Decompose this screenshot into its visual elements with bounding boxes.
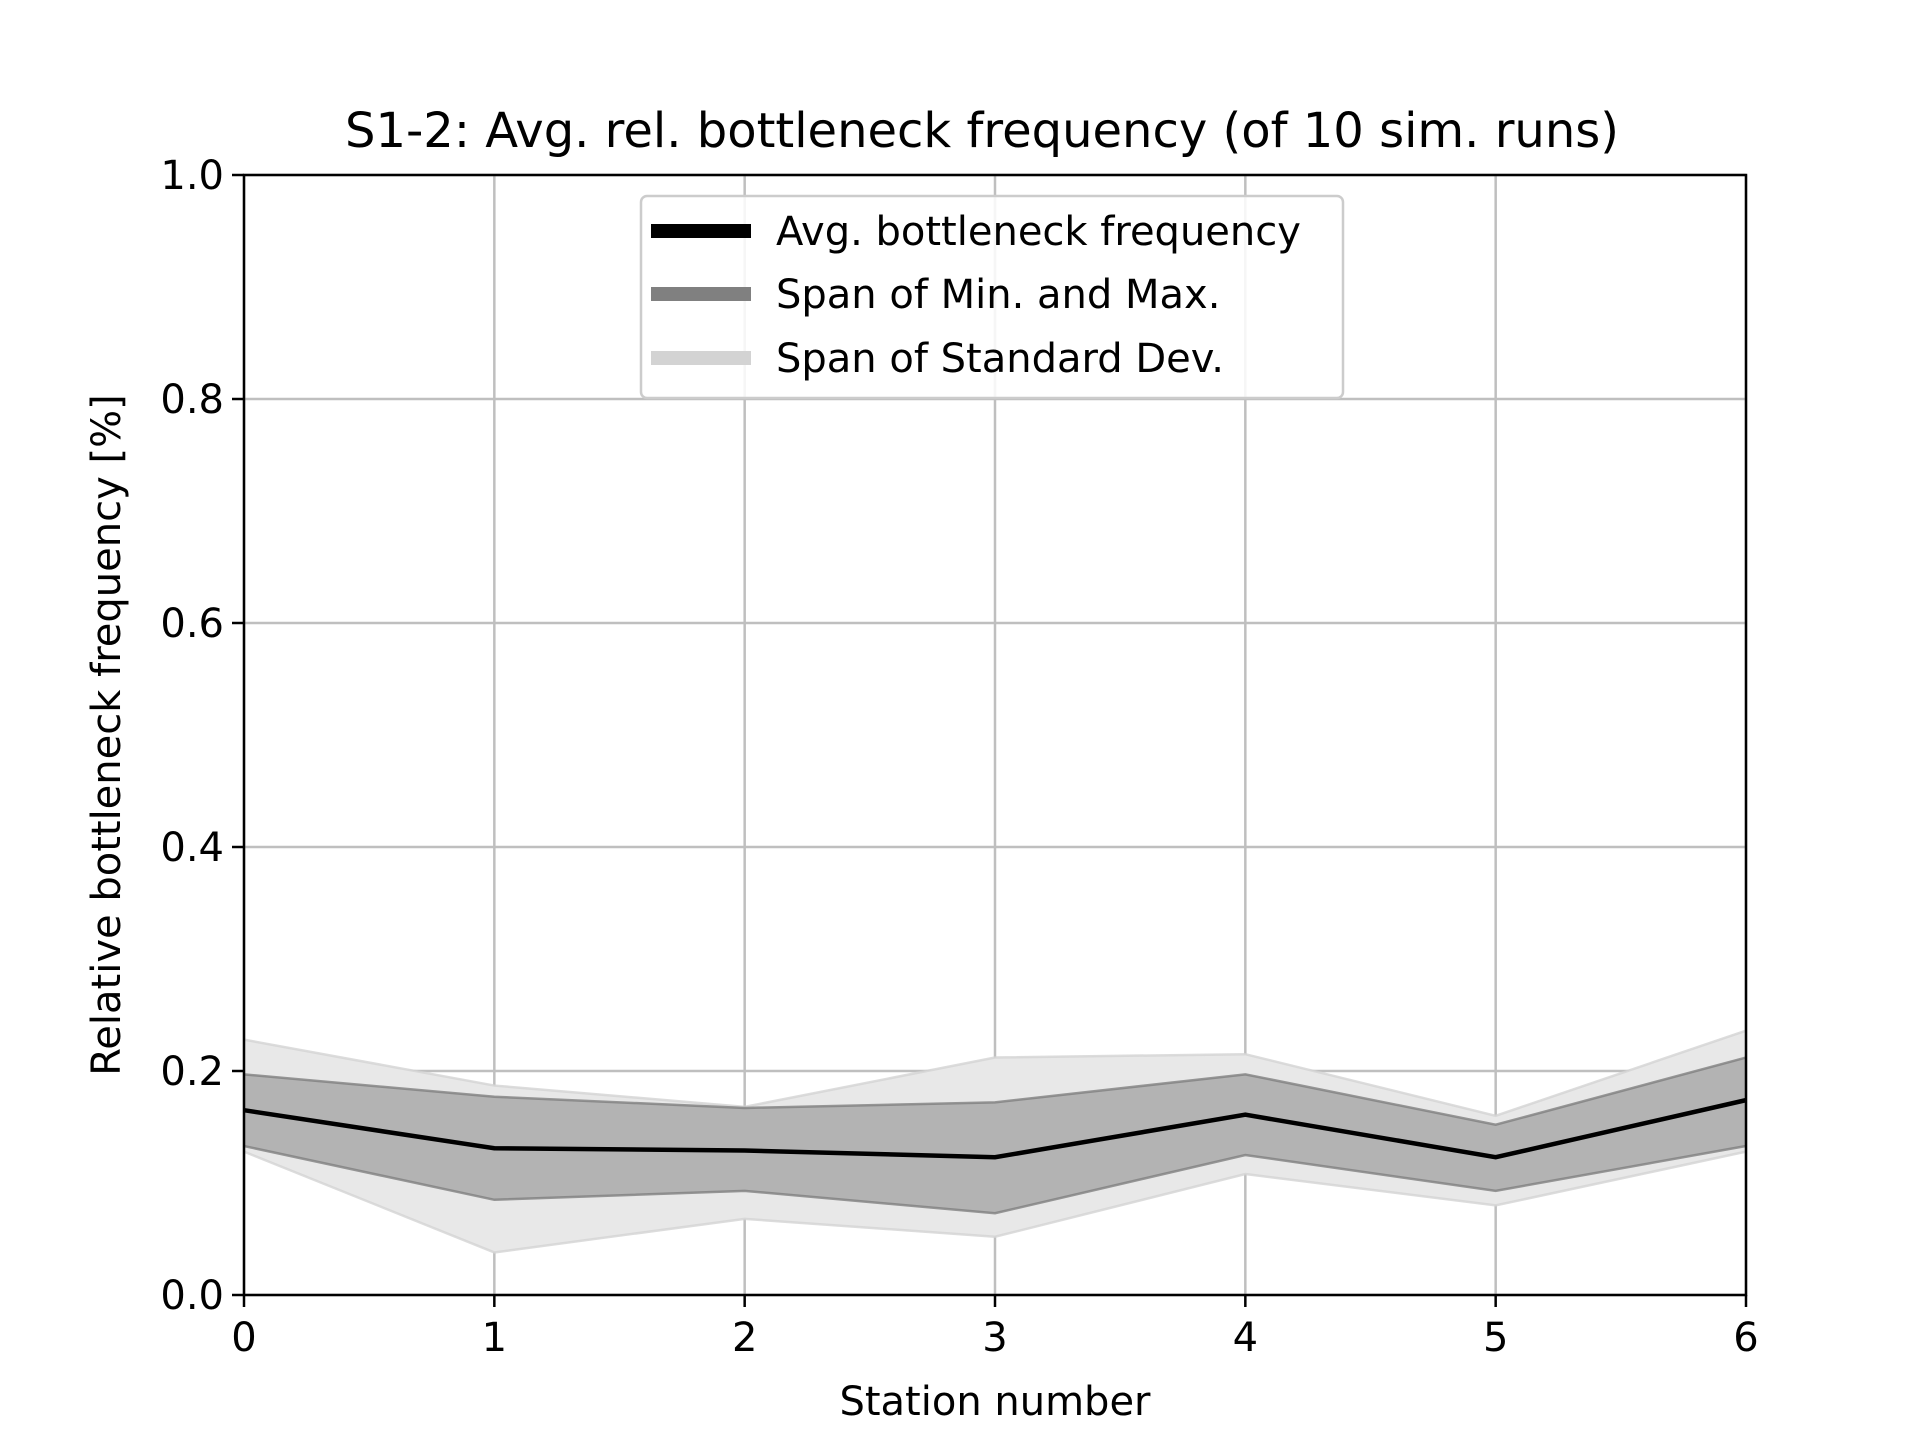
min-max-band bbox=[244, 1057, 1746, 1214]
x-tick-label: 4 bbox=[1233, 1315, 1258, 1361]
y-tick-label: 0.4 bbox=[160, 825, 224, 871]
legend-label-minmax: Span of Min. and Max. bbox=[776, 272, 1220, 318]
x-axis-ticks: 0 1 2 3 4 5 6 bbox=[231, 1295, 1759, 1361]
x-tick-label: 5 bbox=[1483, 1315, 1508, 1361]
std-dev-band-upper-edge bbox=[243, 1029, 1747, 1118]
y-axis-ticks: 0.0 0.2 0.4 0.6 0.8 1.0 bbox=[160, 153, 244, 1319]
chart-title: S1-2: Avg. rel. bottleneck frequency (of… bbox=[345, 103, 1619, 159]
y-tick-label: 0.0 bbox=[160, 1273, 224, 1319]
legend: Avg. bottleneck frequency Span of Min. a… bbox=[639, 194, 1345, 400]
x-tick-label: 1 bbox=[482, 1315, 507, 1361]
y-tick-label: 0.2 bbox=[160, 1049, 224, 1095]
x-axis-label: Station number bbox=[839, 1379, 1151, 1425]
x-tick-label: 0 bbox=[231, 1315, 256, 1361]
min-max-band-upper-edge bbox=[243, 1056, 1747, 1127]
y-tick-label: 0.8 bbox=[160, 377, 224, 423]
y-axis-label: Relative bottleneck frequency [%] bbox=[84, 394, 130, 1075]
std-dev-band-lower-edge bbox=[243, 1150, 1747, 1254]
x-tick-label: 2 bbox=[732, 1315, 757, 1361]
x-tick-label: 3 bbox=[982, 1315, 1007, 1361]
band-layer bbox=[243, 1029, 1747, 1254]
legend-label-std: Span of Standard Dev. bbox=[776, 336, 1224, 382]
y-tick-label: 1.0 bbox=[160, 153, 224, 199]
legend-label-avg: Avg. bottleneck frequency bbox=[776, 209, 1301, 255]
line-layer bbox=[243, 1097, 1747, 1160]
legend-box bbox=[639, 194, 1345, 400]
min-max-band-lower-edge bbox=[243, 1144, 1747, 1215]
x-tick-label: 6 bbox=[1733, 1315, 1758, 1361]
avg-bottleneck-line bbox=[243, 1097, 1747, 1160]
y-tick-label: 0.6 bbox=[160, 601, 224, 647]
